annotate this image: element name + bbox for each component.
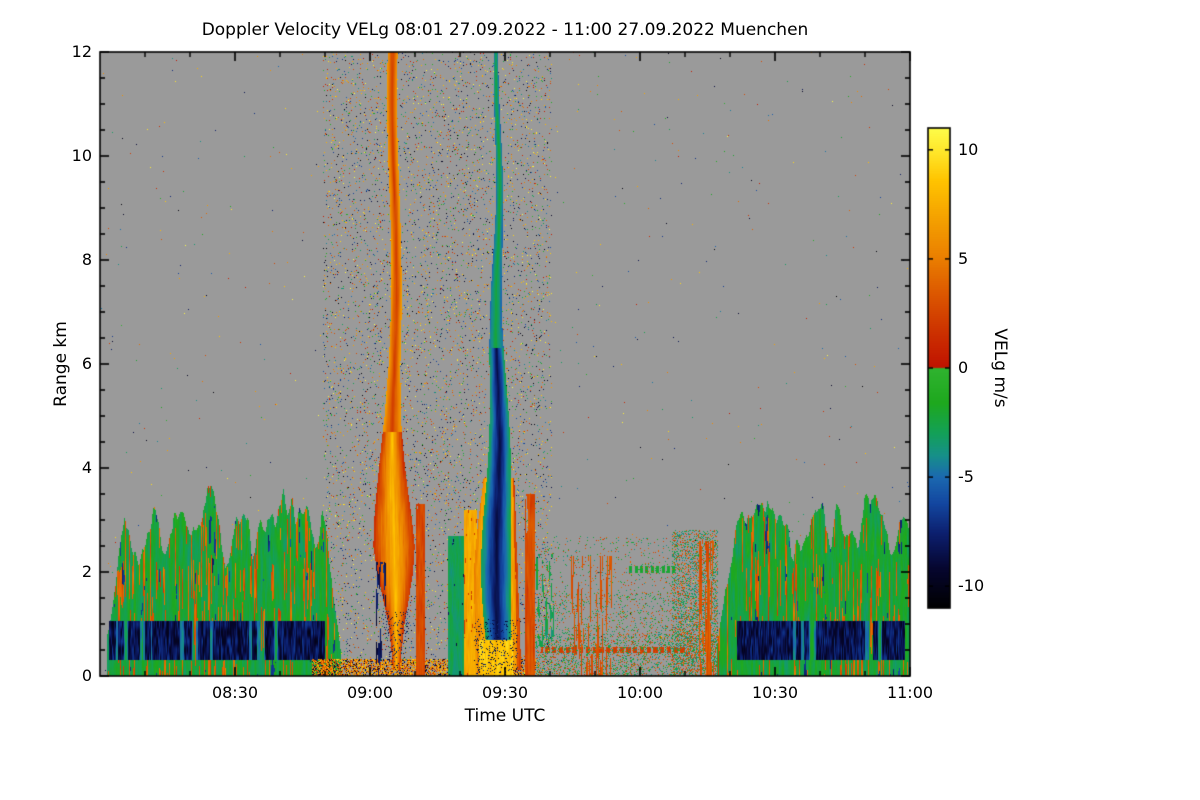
y-tick-label: 12 — [71, 42, 92, 61]
colorbar-tick-label: 0 — [958, 358, 969, 377]
x-tick-label: 11:00 — [886, 683, 934, 702]
y-tick-label: 6 — [81, 354, 92, 373]
x-tick-label: 10:00 — [616, 683, 664, 702]
y-tick-label: 4 — [81, 458, 92, 477]
x-tick-label: 09:30 — [481, 683, 529, 702]
x-tick-label: 09:00 — [346, 683, 394, 702]
x-axis-label: Time UTC — [464, 706, 546, 726]
colorbar-tick-label: -10 — [958, 576, 985, 596]
y-tick-label: 10 — [71, 146, 92, 165]
colorbar-tick-label: 5 — [958, 248, 969, 268]
y-tick-label: 8 — [81, 250, 92, 269]
colorbar-tick-label: 10 — [958, 139, 979, 159]
chart-title: Doppler Velocity VELg 08:01 27.09.2022 -… — [201, 20, 809, 40]
x-tick-label: 08:30 — [211, 683, 259, 702]
y-tick-label: 0 — [81, 666, 92, 685]
y-tick-label: 2 — [81, 562, 92, 581]
colorbar-tick-label: -5 — [958, 467, 974, 487]
x-tick-label: 10:30 — [751, 683, 799, 702]
